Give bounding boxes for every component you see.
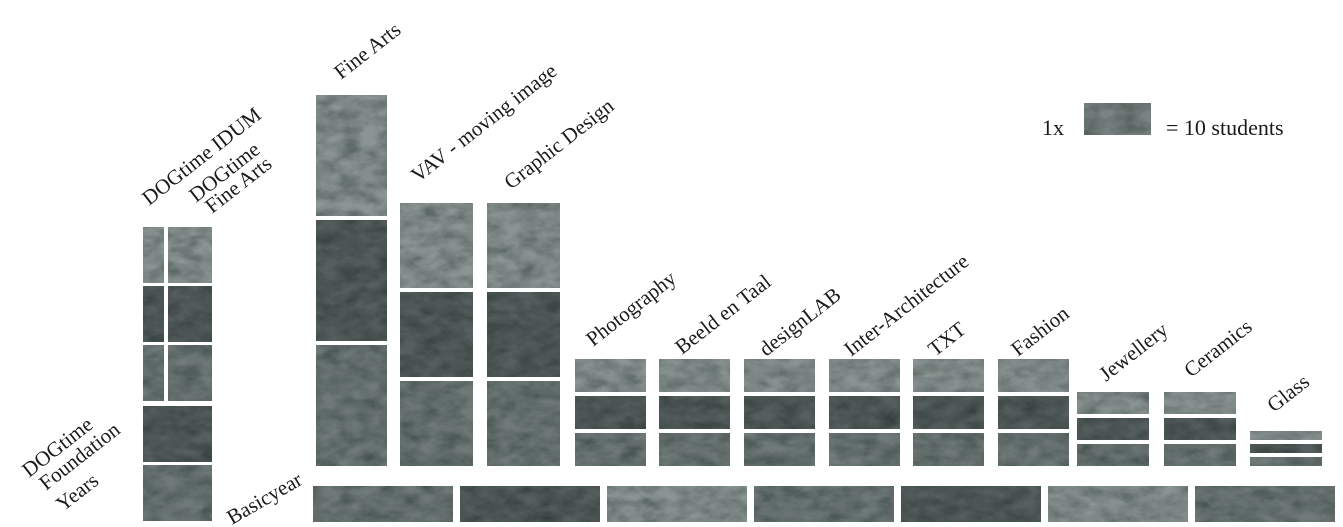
legend: 1x = 10 students — [1042, 103, 1284, 140]
block-dogtime-idum-2 — [143, 286, 164, 342]
block-fine-arts-2 — [316, 220, 387, 341]
block-inter-architecture-2 — [829, 396, 900, 429]
legend-multiplier: 1x — [1042, 115, 1064, 140]
block-ceramics-2 — [1164, 418, 1236, 440]
block-fashion-1 — [998, 433, 1069, 466]
block-inter-architecture-3 — [829, 359, 900, 392]
label-ceramics: Ceramics — [1179, 314, 1256, 382]
block-basicyear-3 — [607, 486, 747, 522]
block-glass-3 — [1250, 431, 1322, 440]
label-photography: Photography — [581, 266, 681, 351]
block-designlab-1 — [744, 433, 815, 466]
block-basicyear-6 — [1048, 486, 1188, 522]
block-txt-1 — [913, 433, 984, 466]
block-basicyear-7 — [1195, 486, 1335, 522]
block-basicyear-5 — [901, 486, 1041, 522]
legend-equals-text: = 10 students — [1166, 115, 1284, 140]
block-fine-arts-3 — [316, 95, 387, 216]
block-jewellery-3 — [1077, 392, 1149, 414]
block-photography-1 — [575, 433, 646, 466]
block-txt-3 — [913, 359, 984, 392]
block-basicyear-2 — [460, 486, 600, 522]
block-vav-moving-image-3 — [400, 203, 473, 288]
label-jewellery: Jewellery — [1094, 317, 1173, 386]
block-glass-1 — [1250, 457, 1322, 466]
block-ceramics-3 — [1164, 392, 1236, 414]
label-glass: Glass — [1262, 369, 1314, 417]
label-fashion: Fashion — [1006, 301, 1074, 361]
chart-blocks — [143, 95, 1335, 522]
block-ceramics-1 — [1164, 444, 1236, 466]
block-designlab-3 — [744, 359, 815, 392]
block-jewellery-1 — [1077, 444, 1149, 466]
block-photography-3 — [575, 359, 646, 392]
label-basicyear: Basicyear — [223, 467, 307, 527]
block-designlab-2 — [744, 396, 815, 429]
block-basicyear-4 — [754, 486, 894, 522]
block-dogtime-idum-1 — [143, 345, 164, 401]
block-fashion-2 — [998, 396, 1069, 429]
block-basicyear-1 — [313, 486, 453, 522]
block-vav-moving-image-2 — [400, 292, 473, 377]
label-designlab: designLAB — [754, 282, 845, 361]
block-inter-architecture-1 — [829, 433, 900, 466]
block-beeld-en-taal-3 — [659, 359, 730, 392]
block-fashion-3 — [998, 359, 1069, 392]
block-fine-arts-1 — [316, 345, 387, 466]
block-dogtime-foundation-years-2 — [143, 406, 212, 462]
block-beeld-en-taal-1 — [659, 433, 730, 466]
block-vav-moving-image-1 — [400, 381, 473, 466]
block-glass-2 — [1250, 444, 1322, 453]
block-graphic-design-1 — [487, 381, 560, 466]
block-dogtime-fine-arts-2 — [168, 286, 212, 342]
block-jewellery-2 — [1077, 418, 1149, 440]
block-dogtime-fine-arts-1 — [168, 345, 212, 401]
block-photography-2 — [575, 396, 646, 429]
label-txt: TXT — [923, 317, 970, 361]
block-beeld-en-taal-2 — [659, 396, 730, 429]
block-graphic-design-3 — [487, 203, 560, 288]
block-txt-2 — [913, 396, 984, 429]
block-dogtime-idum-3 — [143, 227, 164, 283]
label-fine-arts: Fine Arts — [329, 17, 405, 84]
block-graphic-design-2 — [487, 292, 560, 377]
block-dogtime-foundation-years-1 — [143, 465, 212, 521]
block-dogtime-fine-arts-3 — [168, 227, 212, 283]
legend-swatch — [1084, 103, 1151, 135]
